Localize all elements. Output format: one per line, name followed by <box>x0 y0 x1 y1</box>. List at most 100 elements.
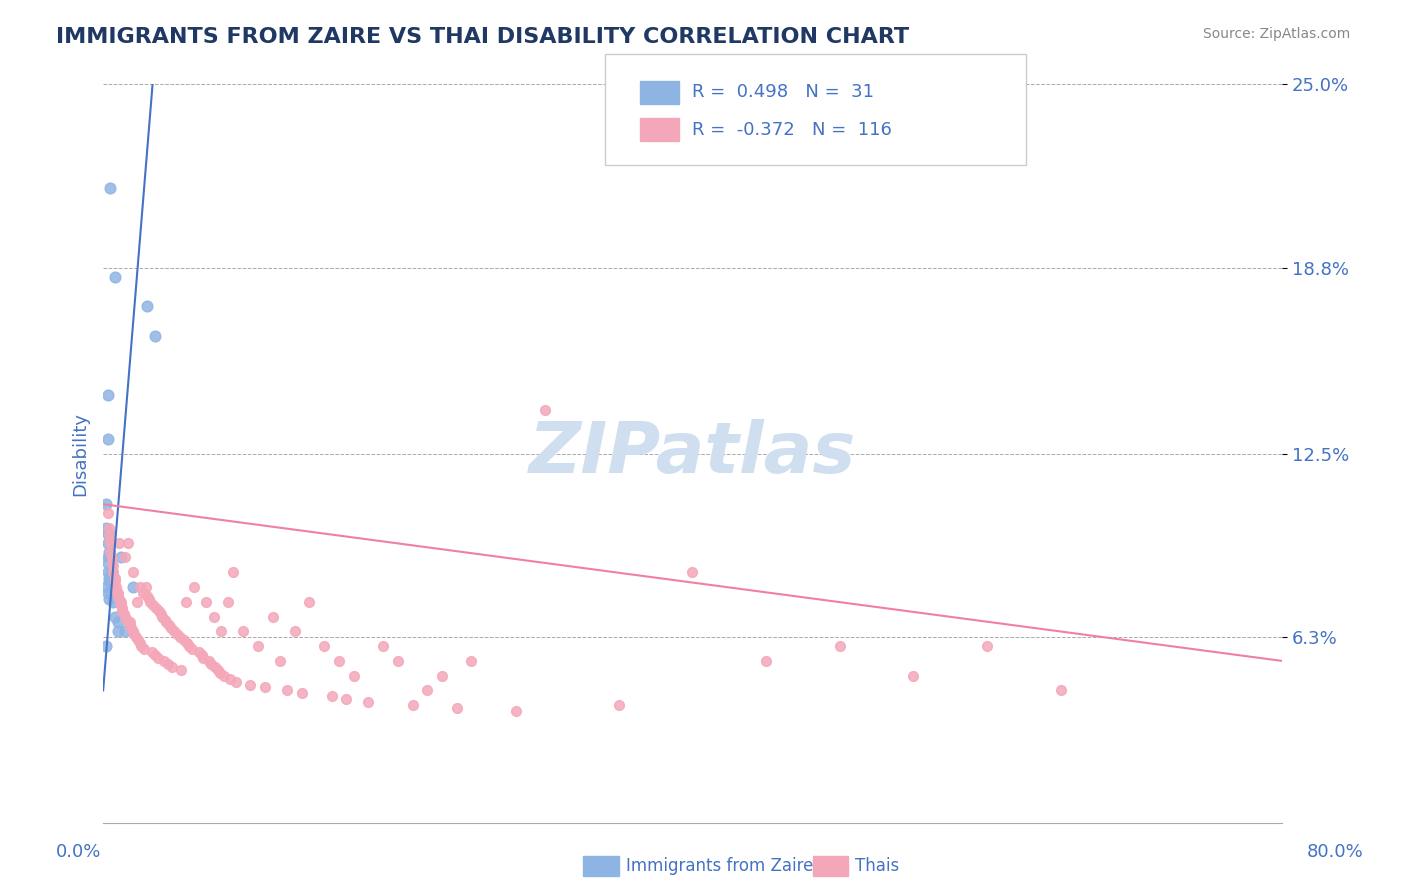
Point <box>328 654 350 668</box>
Point <box>903 668 925 682</box>
Point <box>129 636 152 650</box>
Point <box>176 636 198 650</box>
Point <box>135 580 157 594</box>
Point <box>104 269 127 284</box>
Point <box>162 660 184 674</box>
Text: R =  -0.372   N =  116: R = -0.372 N = 116 <box>692 121 891 139</box>
Point <box>153 613 176 627</box>
Text: Immigrants from Zaire: Immigrants from Zaire <box>626 857 813 875</box>
Point <box>121 624 143 639</box>
Point <box>110 595 132 609</box>
Point <box>107 586 129 600</box>
Point <box>146 651 169 665</box>
Text: R =  0.498   N =  31: R = 0.498 N = 31 <box>692 84 873 102</box>
Point <box>96 535 118 549</box>
Point <box>110 598 132 612</box>
Point <box>371 639 394 653</box>
Point <box>387 654 409 668</box>
Point <box>314 639 336 653</box>
Point <box>269 654 291 668</box>
Point <box>212 668 235 682</box>
Point <box>262 609 284 624</box>
Point <box>100 544 122 558</box>
Point <box>198 654 221 668</box>
Point <box>121 580 143 594</box>
Point <box>98 521 121 535</box>
Point <box>208 665 231 680</box>
Point <box>107 589 129 603</box>
Point <box>222 565 245 579</box>
Point <box>254 681 277 695</box>
Point <box>1050 683 1073 698</box>
Point <box>117 535 139 549</box>
Point <box>96 586 118 600</box>
Text: IMMIGRANTS FROM ZAIRE VS THAI DISABILITY CORRELATION CHART: IMMIGRANTS FROM ZAIRE VS THAI DISABILITY… <box>56 27 910 46</box>
Point <box>145 600 167 615</box>
Point <box>94 639 117 653</box>
Point <box>125 595 148 609</box>
Point <box>682 565 704 579</box>
Point <box>108 591 131 606</box>
Point <box>136 589 159 603</box>
Point <box>107 624 129 639</box>
Point <box>96 506 118 520</box>
Point <box>204 660 226 674</box>
Point <box>96 565 118 579</box>
Point <box>166 627 188 641</box>
Point <box>98 591 121 606</box>
Point <box>755 654 778 668</box>
Text: 0.0%: 0.0% <box>56 843 101 861</box>
Point <box>103 559 125 574</box>
Point <box>174 595 197 609</box>
Point <box>170 663 193 677</box>
Point <box>152 654 174 668</box>
Point <box>183 580 205 594</box>
Point <box>246 639 269 653</box>
Point <box>148 604 170 618</box>
Point <box>136 299 159 313</box>
Point <box>104 574 127 588</box>
Point <box>101 580 124 594</box>
Point <box>96 526 118 541</box>
Point <box>111 604 134 618</box>
Point <box>96 388 118 402</box>
Point <box>110 550 132 565</box>
Point <box>112 607 135 621</box>
Point <box>105 582 128 597</box>
Point <box>100 533 122 547</box>
Point <box>607 698 630 713</box>
Point <box>163 624 186 639</box>
Point <box>209 624 232 639</box>
Point <box>232 624 254 639</box>
Point <box>98 571 121 585</box>
Point <box>94 521 117 535</box>
Point <box>98 574 121 588</box>
Point <box>191 648 214 662</box>
Point <box>108 535 131 549</box>
Point <box>114 609 136 624</box>
Point <box>446 701 468 715</box>
Point <box>98 526 121 541</box>
Point <box>118 615 141 630</box>
Point <box>138 591 160 606</box>
Point <box>155 615 177 630</box>
Point <box>173 633 195 648</box>
Point <box>828 639 851 653</box>
Point <box>101 565 124 579</box>
Point <box>124 630 146 644</box>
Point <box>132 586 155 600</box>
Point <box>94 580 117 594</box>
Point <box>139 595 162 609</box>
Point <box>111 600 134 615</box>
Point <box>134 642 156 657</box>
Point <box>218 672 240 686</box>
Point <box>159 618 181 632</box>
Point <box>505 704 527 718</box>
Point <box>142 598 165 612</box>
Point <box>150 609 173 624</box>
Point <box>121 565 143 579</box>
Point <box>160 621 183 635</box>
Point <box>101 550 124 565</box>
Text: ZIPatlas: ZIPatlas <box>529 419 856 489</box>
Point <box>357 695 380 709</box>
